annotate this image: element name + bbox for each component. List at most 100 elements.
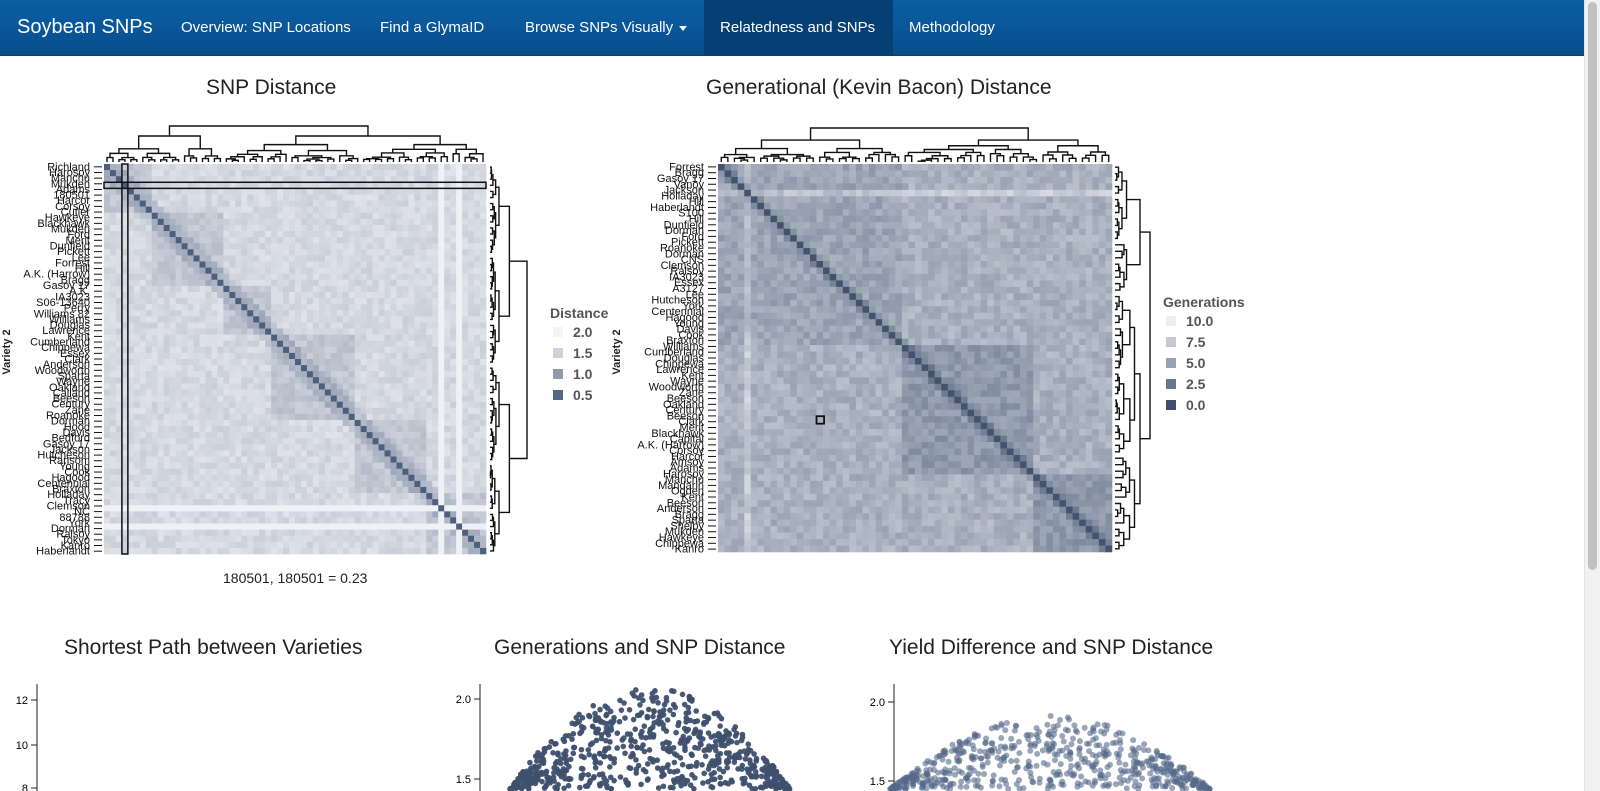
heatmap-cell[interactable] (199, 334, 206, 342)
heatmap-cell[interactable] (283, 328, 290, 335)
heatmap-cell[interactable] (1105, 189, 1113, 197)
heatmap-cell[interactable] (934, 196, 942, 204)
heatmap-cell[interactable] (151, 389, 159, 396)
heatmap-cell[interactable] (223, 438, 230, 445)
heatmap-cell[interactable] (1072, 170, 1080, 178)
heatmap-cell[interactable] (187, 401, 194, 409)
heatmap-cell[interactable] (770, 170, 778, 178)
heatmap-cell[interactable] (139, 261, 147, 268)
heatmap-cell[interactable] (151, 371, 159, 378)
heatmap-cell[interactable] (295, 291, 302, 299)
heatmap-cell[interactable] (402, 450, 409, 457)
heatmap-cell[interactable] (378, 401, 385, 409)
heatmap-cell[interactable] (163, 517, 170, 524)
heatmap-cell[interactable] (169, 334, 176, 342)
heatmap-cell[interactable] (300, 340, 308, 348)
heatmap-cell[interactable] (474, 194, 481, 201)
heatmap-cell[interactable] (241, 371, 248, 378)
heatmap-cell[interactable] (271, 231, 278, 238)
heatmap-cell[interactable] (247, 499, 254, 506)
heatmap-cell[interactable] (295, 346, 302, 354)
heatmap-cell[interactable] (384, 426, 391, 433)
heatmap-cell[interactable] (318, 426, 326, 433)
heatmap-cell[interactable] (420, 462, 427, 469)
heatmap-cell[interactable] (928, 196, 935, 204)
heatmap-cell[interactable] (438, 188, 445, 195)
heatmap-cell[interactable] (199, 237, 206, 244)
heatmap-cell[interactable] (211, 176, 218, 183)
heatmap-cell[interactable] (283, 285, 290, 293)
heatmap-cell[interactable] (823, 202, 830, 210)
heatmap-cell[interactable] (121, 328, 129, 335)
heatmap-cell[interactable] (456, 261, 463, 268)
heatmap-cell[interactable] (295, 279, 302, 287)
heatmap-cell[interactable] (229, 279, 236, 287)
heatmap-cell[interactable] (265, 291, 272, 299)
heatmap-cell[interactable] (420, 304, 427, 311)
heatmap-cell[interactable] (139, 511, 147, 518)
heatmap-cell[interactable] (271, 194, 278, 201)
heatmap-cell[interactable] (809, 176, 817, 184)
heatmap-cell[interactable] (432, 352, 439, 360)
heatmap-cell[interactable] (211, 511, 218, 518)
heatmap-cell[interactable] (109, 182, 117, 189)
heatmap-cell[interactable] (372, 328, 379, 335)
heatmap-cell[interactable] (271, 176, 278, 183)
heatmap-cell[interactable] (462, 401, 469, 409)
heatmap-cell[interactable] (181, 261, 188, 268)
heatmap-cell[interactable] (223, 407, 230, 415)
heatmap-cell[interactable] (241, 486, 248, 494)
heatmap-cell[interactable] (474, 371, 481, 378)
heatmap-cell[interactable] (468, 176, 475, 183)
heatmap-cell[interactable] (1013, 196, 1021, 204)
heatmap-cell[interactable] (390, 480, 397, 488)
heatmap-cell[interactable] (432, 419, 439, 427)
heatmap-cell[interactable] (121, 547, 129, 555)
heatmap-cell[interactable] (217, 267, 224, 274)
heatmap-cell[interactable] (223, 456, 230, 463)
heatmap-cell[interactable] (277, 523, 284, 530)
heatmap-cell[interactable] (127, 486, 135, 494)
heatmap-cell[interactable] (366, 383, 373, 390)
heatmap-cell[interactable] (1046, 202, 1054, 210)
heatmap-cell[interactable] (462, 194, 469, 201)
heatmap-cell[interactable] (318, 517, 326, 524)
heatmap-cell[interactable] (456, 267, 463, 274)
heatmap-cell[interactable] (468, 547, 475, 555)
heatmap-cell[interactable] (390, 188, 397, 195)
heatmap-cell[interactable] (163, 407, 170, 415)
heatmap-cell[interactable] (259, 444, 266, 451)
heatmap-cell[interactable] (265, 352, 272, 360)
heatmap-cell[interactable] (330, 231, 338, 238)
heatmap-cell[interactable] (109, 505, 117, 512)
heatmap-cell[interactable] (414, 547, 421, 555)
heatmap-cell[interactable] (408, 261, 415, 268)
heatmap-cell[interactable] (934, 189, 942, 197)
heatmap-cell[interactable] (211, 535, 218, 543)
heatmap-cell[interactable] (809, 183, 817, 191)
heatmap-cell[interactable] (402, 291, 409, 299)
heatmap-cell[interactable] (378, 499, 385, 506)
heatmap-cell[interactable] (974, 189, 981, 197)
heatmap-cell[interactable] (145, 322, 153, 329)
heatmap-cell[interactable] (456, 511, 463, 518)
heatmap-cell[interactable] (229, 194, 236, 201)
heatmap-cell[interactable] (283, 346, 290, 354)
heatmap-cell[interactable] (474, 273, 481, 281)
heatmap-cell[interactable] (163, 377, 170, 384)
heatmap-cell[interactable] (432, 547, 439, 555)
heatmap-cell[interactable] (420, 182, 427, 189)
heatmap-cell[interactable] (205, 352, 212, 360)
heatmap-cell[interactable] (139, 176, 147, 183)
heatmap-cell[interactable] (348, 346, 355, 354)
heatmap-cell[interactable] (468, 273, 475, 281)
heatmap-cell[interactable] (1079, 170, 1087, 178)
heatmap-cell[interactable] (229, 493, 236, 500)
heatmap-cell[interactable] (151, 328, 159, 335)
heatmap-cell[interactable] (432, 237, 439, 244)
heatmap-cell[interactable] (1006, 170, 1014, 178)
heatmap-cell[interactable] (414, 237, 421, 244)
heatmap-cell[interactable] (163, 547, 170, 555)
heatmap-cell[interactable] (277, 340, 284, 348)
heatmap-cell[interactable] (330, 273, 338, 281)
